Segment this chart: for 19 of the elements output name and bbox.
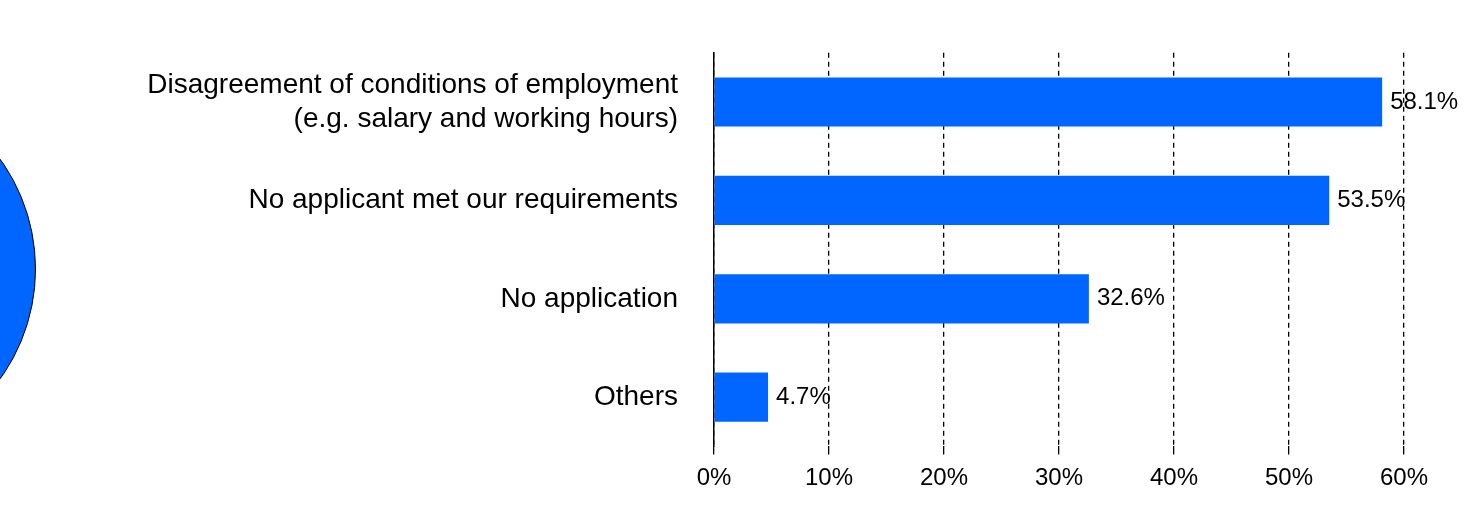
y-tick-label: No application <box>500 281 678 313</box>
data-label: 32.6% <box>1096 283 1165 311</box>
y-tick-label: Disagreement of conditions of employment (e.g. salary and working hours) <box>147 67 679 133</box>
y-tick-label: Others <box>593 379 678 411</box>
x-tick-label: 20% <box>919 463 969 491</box>
x-tick-label: 50% <box>1264 463 1314 491</box>
data-label: 4.7% <box>776 381 831 409</box>
x-tick-label: 10% <box>804 463 854 491</box>
x-tick-label: 0% <box>696 463 732 491</box>
y-tick-label: No applicant met our requirements <box>248 183 678 215</box>
x-tick-label: 40% <box>1149 463 1199 491</box>
data-label: 53.5% <box>1337 185 1406 213</box>
x-tick-label: 30% <box>1034 463 1084 491</box>
bar <box>714 372 769 422</box>
bar <box>714 77 1383 127</box>
bar <box>714 175 1330 225</box>
data-label: 58.1% <box>1390 86 1459 114</box>
x-tick-label: 60% <box>1379 463 1429 491</box>
bar <box>714 274 1089 324</box>
